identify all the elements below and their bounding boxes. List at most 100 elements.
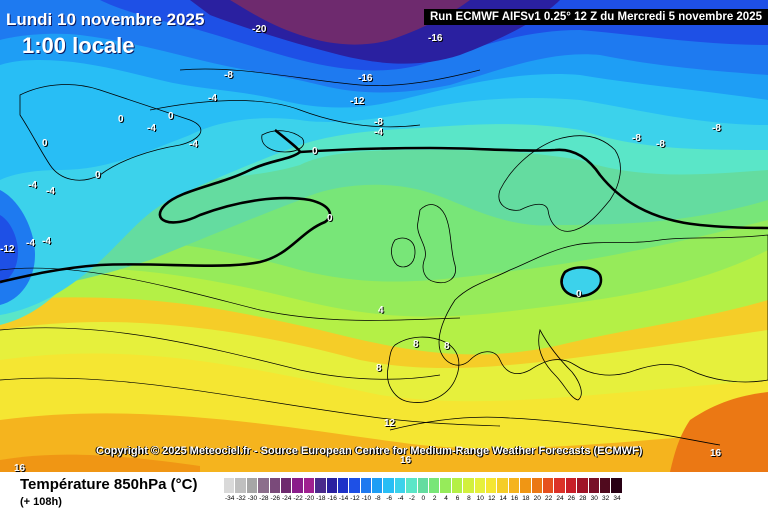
iceland-outline <box>261 130 305 153</box>
field-m12-west <box>0 215 18 284</box>
legend-swatch <box>542 478 555 493</box>
legend-label: 28 <box>579 495 587 502</box>
ireland-outline <box>391 237 416 268</box>
isotherm-12 <box>0 377 501 427</box>
field-m20 <box>230 0 470 45</box>
legend-label: 10 <box>476 495 484 502</box>
legend-label: 24 <box>556 495 564 502</box>
italy-outline <box>538 328 582 401</box>
legend-label: -24 <box>281 495 292 502</box>
legend-swatch <box>269 478 281 493</box>
contour-label: -4 <box>26 238 35 249</box>
contour-label: 8 <box>444 341 450 352</box>
contour-label: -4 <box>147 123 156 134</box>
isotherm-m4 <box>149 100 421 128</box>
legend-label: -16 <box>327 495 337 502</box>
legend-label: -10 <box>361 495 372 502</box>
legend-swatch <box>508 478 521 493</box>
contour-label: -8 <box>712 123 721 134</box>
legend-swatch <box>258 478 270 493</box>
legend-swatch <box>599 478 612 493</box>
contour-label: 16 <box>14 463 26 472</box>
field-20 <box>670 392 768 472</box>
contour-label: -4 <box>28 180 37 191</box>
contour-label: -4 <box>42 236 51 247</box>
legend-swatch <box>337 478 350 493</box>
legend-swatch <box>394 478 407 493</box>
legend-swatch <box>588 478 600 493</box>
legend-label: -4 <box>397 495 404 502</box>
legend-swatch <box>383 478 395 493</box>
contour-label: 16 <box>400 455 412 466</box>
contour-label: -12 <box>0 244 15 255</box>
field-16 <box>0 413 768 472</box>
legend-label: -32 <box>236 495 246 502</box>
legend-label: -6 <box>386 495 393 502</box>
britain-outline <box>417 204 456 284</box>
legend-label: 12 <box>488 495 496 502</box>
legend-swatch <box>611 478 623 493</box>
legend-swatch <box>246 478 259 493</box>
isotherm-4 <box>0 267 461 321</box>
map-title: Température 850hPa (°C) <box>20 476 198 493</box>
legend-swatch <box>451 478 464 493</box>
legend-label: -34 <box>224 495 235 502</box>
legend-label: 0 <box>421 495 426 502</box>
contour-label: 12 <box>384 418 396 429</box>
contour-label: -20 <box>252 24 267 35</box>
run-info: Run ECMWF AIFSv1 0.25° 12 Z du Mercredi … <box>423 9 768 25</box>
legend-label: 16 <box>510 495 519 502</box>
contour-label: 8 <box>376 363 382 374</box>
legend-swatch <box>554 478 566 493</box>
contour-label: 16 <box>710 448 722 459</box>
isotherm-0-west <box>0 128 332 284</box>
legend-label: 2 <box>432 495 437 502</box>
legend-label: 4 <box>444 495 448 502</box>
isotherm-0-cold-pocket <box>560 266 603 298</box>
legend-swatch <box>360 478 373 493</box>
contour-label: 0 <box>118 114 124 125</box>
legend-swatch <box>520 478 532 493</box>
legend-label: -14 <box>338 495 349 502</box>
legend-swatch <box>474 478 486 493</box>
contour-label: -4 <box>46 186 55 197</box>
legend-swatches <box>224 478 623 493</box>
isotherm-8 <box>0 327 441 380</box>
legend-swatch <box>349 478 361 493</box>
legend-label: -22 <box>293 495 303 502</box>
contour-label: 4 <box>378 305 384 316</box>
copyright-notice: Copyright © 2025 Meteociel.fr - Source E… <box>96 445 643 457</box>
legend-label: 20 <box>533 495 541 502</box>
forecast-lead-time: (+ 108h) <box>20 496 62 508</box>
legend-swatch <box>315 478 327 493</box>
legend-label: -26 <box>270 495 280 502</box>
legend-swatch <box>577 478 589 493</box>
contour-label: -16 <box>428 33 443 44</box>
legend-label: -28 <box>259 495 269 502</box>
legend-swatch <box>406 478 418 493</box>
legend-label: -20 <box>304 495 315 502</box>
legend-swatch <box>565 478 578 493</box>
legend-label: 22 <box>545 495 553 502</box>
contour-label: 8 <box>413 339 419 350</box>
legend-swatch <box>417 478 430 493</box>
contour-label: 0 <box>168 111 174 122</box>
legend-label: -12 <box>350 495 360 502</box>
map-canvas <box>0 0 768 472</box>
contour-label: 0 <box>42 138 48 149</box>
contour-label: -12 <box>350 96 365 107</box>
field-18 <box>0 454 200 472</box>
contour-label: -4 <box>189 139 198 150</box>
legend-label: -30 <box>247 495 258 502</box>
contour-label: -8 <box>632 133 641 144</box>
legend-label: -18 <box>316 495 326 502</box>
legend-swatch <box>303 478 316 493</box>
legend-label: 26 <box>567 495 576 502</box>
legend-swatch <box>440 478 452 493</box>
color-legend: -34 -32 -30 -28 -26 -24 -22 -20 -18 -16 -14 -12 -10-… <box>224 478 623 512</box>
forecast-date: Lundi 10 novembre 2025 <box>6 10 205 29</box>
contour-label: 0 <box>95 170 101 181</box>
scandinavia-outline <box>498 135 621 232</box>
legend-label: -8 <box>374 495 381 502</box>
legend-swatch <box>235 478 247 493</box>
